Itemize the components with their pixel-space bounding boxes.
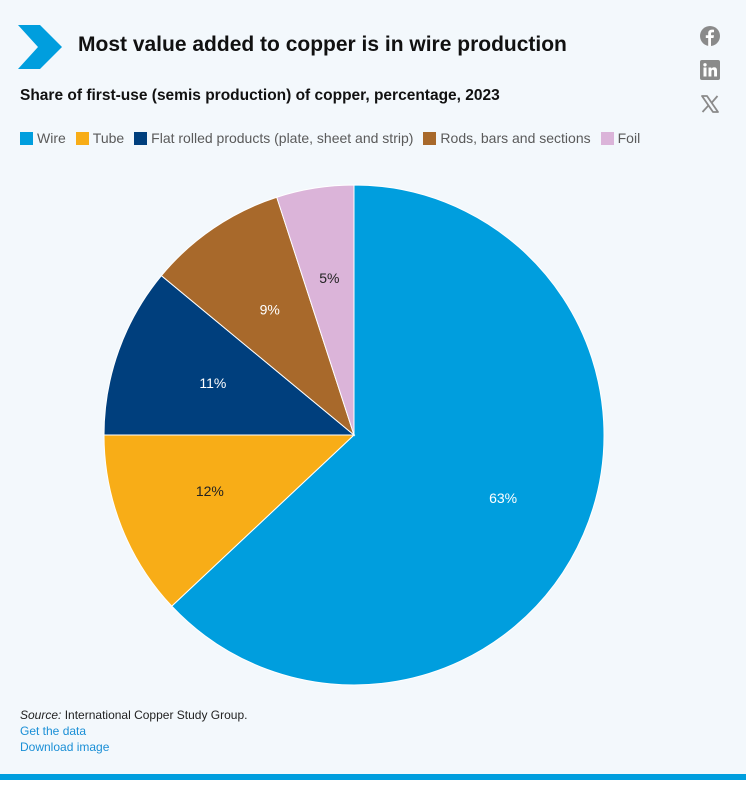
legend-swatch xyxy=(600,131,614,145)
pie-slice-foil[interactable] xyxy=(276,184,355,436)
legend-swatch xyxy=(75,131,89,145)
source-note: Source: International Copper Study Group… xyxy=(20,708,247,722)
legend-label: Tube xyxy=(92,130,125,146)
legend-label: Rods, bars and sections xyxy=(440,130,591,146)
pie-slice-tube[interactable] xyxy=(103,434,356,607)
pie-slice-wire[interactable] xyxy=(171,184,605,686)
source-text: International Copper Study Group. xyxy=(64,708,248,722)
bottom-accent-bar xyxy=(0,774,746,780)
chart-legend: Wire Tube Flat rolled products (plate, s… xyxy=(20,130,650,146)
pie-label-flat-rolled: 11% xyxy=(199,375,226,391)
legend-item-rods[interactable]: Rods, bars and sections xyxy=(423,130,591,146)
legend-item-tube[interactable]: Tube xyxy=(75,130,125,146)
pie-slice-rods[interactable] xyxy=(160,196,356,437)
pie-chart: 63% 12% 11% 9% 5% xyxy=(103,184,605,686)
legend-item-flat-rolled[interactable]: Flat rolled products (plate, sheet and s… xyxy=(134,130,413,146)
legend-swatch xyxy=(134,131,148,145)
chart-title: Most value added to copper is in wire pr… xyxy=(78,33,567,56)
chart-subtitle: Share of first-use (semis production) of… xyxy=(20,87,500,104)
source-label: Source: xyxy=(20,708,62,722)
pie-label-wire: 63% xyxy=(489,490,517,506)
legend-label: Flat rolled products (plate, sheet and s… xyxy=(151,130,414,146)
linkedin-icon[interactable] xyxy=(698,58,722,82)
legend-swatch xyxy=(20,131,33,145)
chevron-logo-icon xyxy=(18,25,62,69)
legend-label: Foil xyxy=(617,130,641,146)
pie-label-tube: 12% xyxy=(196,483,224,499)
legend-label: Wire xyxy=(37,130,66,146)
legend-item-foil[interactable]: Foil xyxy=(600,130,641,146)
pie-label-rods: 9% xyxy=(260,302,280,318)
legend-item-wire[interactable]: Wire xyxy=(20,130,66,146)
x-icon[interactable] xyxy=(698,92,722,116)
pie-label-foil: 5% xyxy=(319,270,339,286)
download-image-link[interactable]: Download image xyxy=(20,740,110,754)
facebook-icon[interactable] xyxy=(698,24,722,48)
legend-swatch xyxy=(423,131,437,145)
get-data-link[interactable]: Get the data xyxy=(20,724,87,738)
pie-slice-flat-rolled[interactable] xyxy=(103,274,356,436)
